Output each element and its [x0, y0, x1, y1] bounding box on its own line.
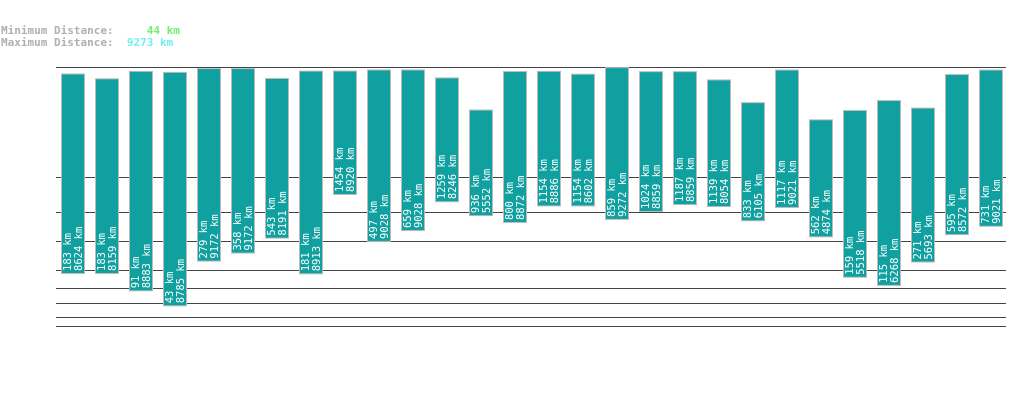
min-label: 1187 km: [674, 158, 686, 202]
range-bar: [231, 68, 255, 254]
max-label: 6105 km: [753, 174, 765, 218]
max-label: 8920 km: [345, 148, 357, 192]
range-bar: [469, 109, 493, 217]
min-label: 1154 km: [572, 159, 584, 203]
range-bar: [775, 69, 799, 208]
range-bar: [401, 69, 425, 232]
range-bar: [129, 70, 153, 292]
max-label: 8859 km: [651, 165, 663, 209]
max-label: 8602 km: [583, 159, 595, 203]
max-label: 9021 km: [991, 180, 1003, 224]
max-label: 8785 km: [175, 259, 187, 303]
max-label: 9028 km: [413, 184, 425, 228]
max-distance-value: 9273 km: [126, 36, 174, 49]
max-label: 9028 km: [379, 195, 391, 239]
max-distance-label: Maximum Distance:: [1, 36, 114, 49]
min-label: 358 km: [232, 213, 244, 251]
min-label: 43 km: [164, 272, 176, 304]
range-bar: [61, 73, 85, 274]
min-label: 1154 km: [538, 159, 550, 203]
range-bar: [877, 100, 901, 286]
range-bar: [911, 107, 935, 263]
range-bar: [265, 77, 289, 239]
max-label: 9172 km: [243, 206, 255, 250]
range-bar: [707, 79, 731, 208]
range-bar: [639, 71, 663, 212]
min-label: 562 km: [810, 196, 822, 234]
max-label: 8191 km: [277, 191, 289, 235]
range-bar: [571, 73, 595, 207]
range-bar: [809, 119, 833, 238]
min-label: 497 km: [368, 201, 380, 239]
min-label: 595 km: [946, 194, 958, 232]
max-label: 4874 km: [821, 190, 833, 234]
range-bar: [299, 70, 323, 275]
min-label: 731 km: [980, 186, 992, 224]
max-label: 8883 km: [141, 244, 153, 288]
min-label: 279 km: [198, 221, 210, 259]
min-label: 800 km: [504, 182, 516, 220]
range-bar: [163, 71, 187, 307]
min-label: 271 km: [912, 222, 924, 260]
max-label: 8246 km: [447, 155, 459, 199]
range-bar: [503, 71, 527, 223]
max-label: 8913 km: [311, 227, 323, 271]
max-label: 8872 km: [515, 176, 527, 220]
min-label: 115 km: [878, 245, 890, 283]
min-label: 1259 km: [436, 155, 448, 199]
max-label: 8624 km: [73, 227, 85, 271]
min-label: 659 km: [402, 190, 414, 228]
max-label: 6268 km: [889, 239, 901, 283]
max-label: 5518 km: [855, 230, 867, 274]
min-label: 159 km: [844, 237, 856, 275]
min-distance-value: 44 km: [146, 24, 180, 37]
max-label: 8054 km: [719, 160, 731, 204]
range-bar: [537, 70, 561, 207]
summary-header: Minimum Distance: 44 km Maximum Distance…: [1, 25, 180, 49]
max-label: 9021 km: [787, 161, 799, 205]
min-label: 181 km: [300, 233, 312, 271]
min-label: 833 km: [742, 180, 754, 218]
min-label: 1024 km: [640, 165, 652, 209]
min-distance-label: Minimum Distance:: [1, 24, 114, 37]
min-label: 183 km: [96, 233, 108, 271]
max-label: 8859 km: [685, 158, 697, 202]
max-label: 5552 km: [481, 169, 493, 213]
min-label: 543 km: [266, 198, 278, 236]
min-label: 1454 km: [334, 148, 346, 192]
range-bar: [367, 69, 391, 242]
range-bar: [843, 110, 867, 278]
min-label: 936 km: [470, 175, 482, 213]
range-bar: [741, 102, 765, 222]
range-bar: [435, 77, 459, 203]
range-bar: [673, 71, 697, 206]
min-label: 91 km: [130, 257, 142, 289]
max-label: 8572 km: [957, 188, 969, 232]
min-label: 1139 km: [708, 160, 720, 204]
max-label: 9272 km: [617, 173, 629, 217]
max-label: 5693 km: [923, 215, 935, 259]
range-bar: [197, 68, 221, 262]
min-label: 183 km: [62, 233, 74, 271]
min-label: 859 km: [606, 179, 618, 217]
range-bar: [95, 78, 119, 274]
max-label: 8159 km: [107, 227, 119, 271]
range-bar: [945, 74, 969, 236]
max-label: 9172 km: [209, 214, 221, 258]
range-bar: [333, 70, 357, 195]
min-label: 1117 km: [776, 161, 788, 205]
max-label: 8886 km: [549, 159, 561, 203]
range-bar: [979, 69, 1003, 227]
range-bar: [605, 67, 629, 220]
